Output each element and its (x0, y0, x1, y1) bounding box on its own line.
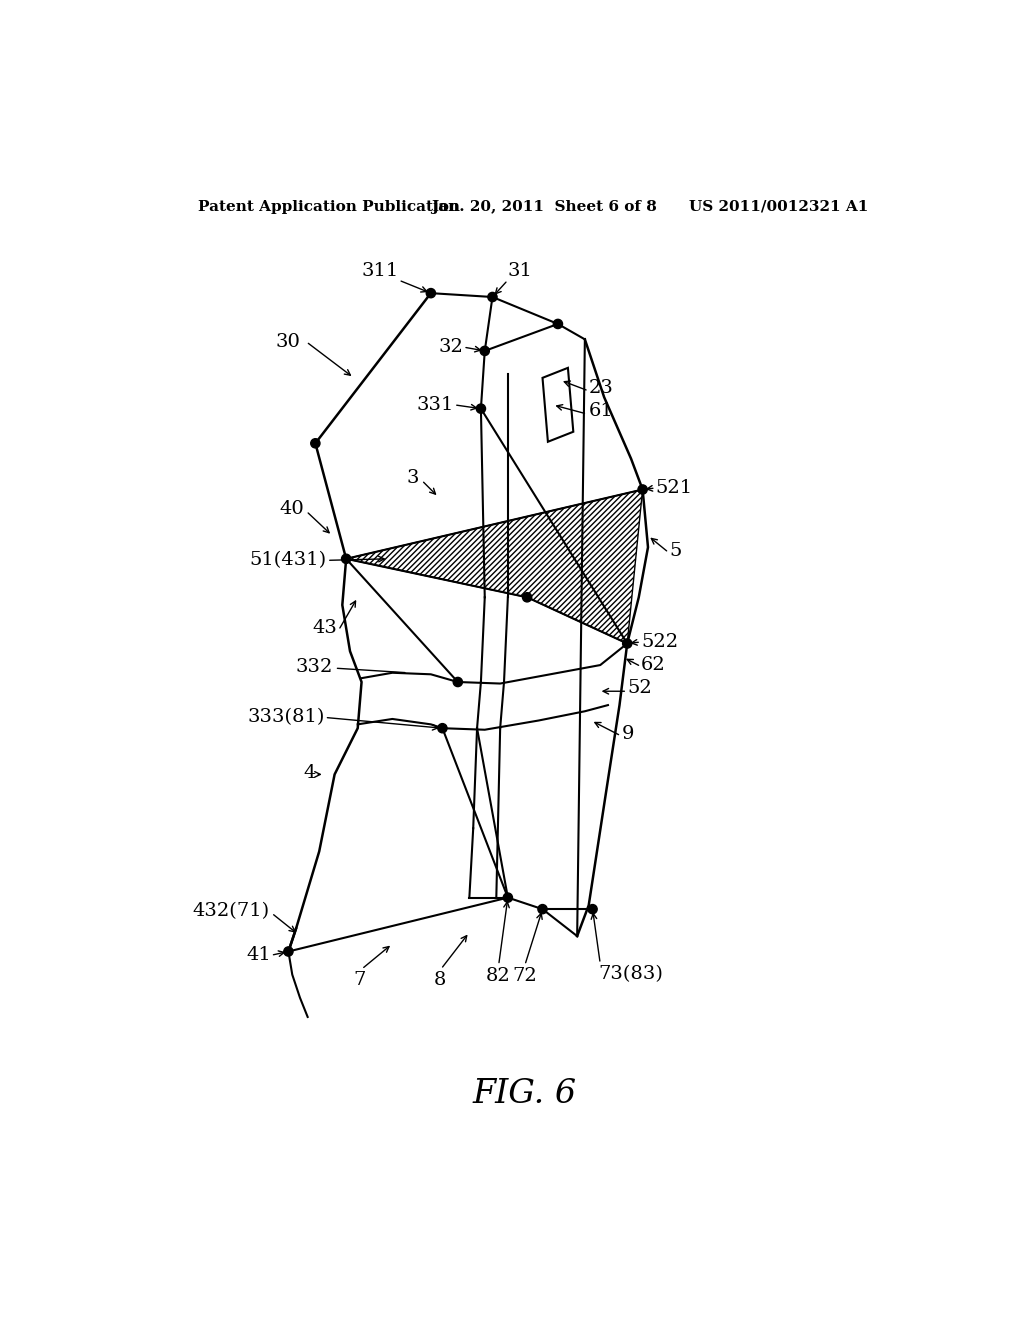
Circle shape (588, 904, 597, 913)
Text: 41: 41 (246, 946, 270, 965)
Polygon shape (346, 490, 643, 644)
Text: 43: 43 (312, 619, 337, 638)
Circle shape (522, 593, 531, 602)
Text: 51(431): 51(431) (250, 552, 327, 569)
Text: US 2011/0012321 A1: US 2011/0012321 A1 (689, 199, 868, 214)
Text: 5: 5 (670, 543, 682, 560)
Text: 311: 311 (361, 263, 398, 280)
Text: 332: 332 (296, 657, 333, 676)
Circle shape (426, 289, 435, 298)
Text: FIG. 6: FIG. 6 (473, 1078, 577, 1110)
Text: 432(71): 432(71) (193, 903, 269, 920)
Text: 30: 30 (275, 333, 300, 351)
Circle shape (503, 892, 512, 903)
Text: 23: 23 (589, 379, 613, 397)
Text: 522: 522 (641, 634, 678, 651)
Circle shape (553, 319, 562, 329)
Text: 8: 8 (434, 970, 446, 989)
Circle shape (476, 404, 485, 413)
Circle shape (538, 904, 547, 913)
Text: Patent Application Publication: Patent Application Publication (198, 199, 460, 214)
Text: 333(81): 333(81) (247, 709, 325, 726)
Text: 82: 82 (486, 966, 511, 985)
Circle shape (438, 723, 447, 733)
Circle shape (638, 484, 647, 494)
Text: 9: 9 (622, 726, 634, 743)
Circle shape (454, 677, 463, 686)
Text: 40: 40 (280, 500, 304, 517)
Text: 4: 4 (303, 764, 315, 781)
Text: 7: 7 (354, 970, 367, 989)
Circle shape (310, 438, 319, 447)
Text: 72: 72 (512, 966, 538, 985)
Circle shape (623, 639, 632, 648)
Text: 32: 32 (438, 338, 463, 356)
Text: 3: 3 (407, 469, 419, 487)
Text: 62: 62 (641, 656, 666, 675)
Text: 52: 52 (628, 680, 652, 697)
Circle shape (487, 293, 497, 302)
Text: 31: 31 (508, 263, 532, 280)
Circle shape (480, 346, 489, 355)
Text: 521: 521 (655, 479, 693, 496)
Text: 331: 331 (417, 396, 454, 413)
Text: Jan. 20, 2011  Sheet 6 of 8: Jan. 20, 2011 Sheet 6 of 8 (431, 199, 656, 214)
Text: 61: 61 (589, 403, 613, 420)
Text: 73(83): 73(83) (599, 965, 664, 983)
Circle shape (342, 554, 351, 564)
Circle shape (284, 946, 293, 956)
